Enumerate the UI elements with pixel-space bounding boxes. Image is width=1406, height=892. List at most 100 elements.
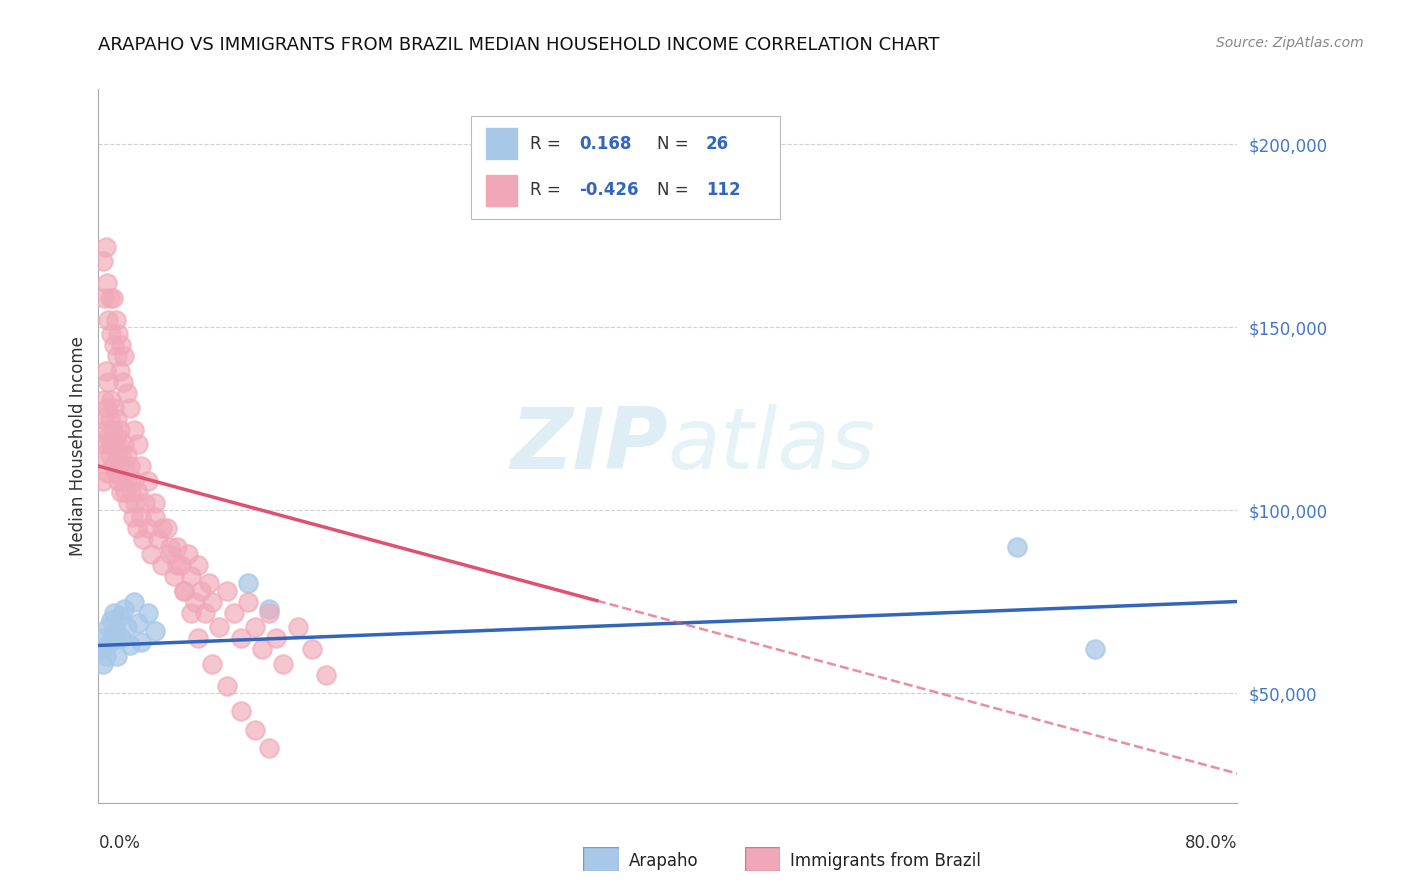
Point <box>222 606 245 620</box>
Point <box>259 606 281 620</box>
Point <box>118 401 141 415</box>
Point <box>110 631 132 645</box>
Point <box>103 606 125 620</box>
Point <box>96 401 118 415</box>
Point <box>110 484 132 499</box>
Point <box>98 448 121 462</box>
Point <box>94 649 117 664</box>
Point <box>97 375 120 389</box>
Point <box>108 423 131 437</box>
Y-axis label: Median Household Income: Median Household Income <box>69 336 87 556</box>
Point <box>91 254 114 268</box>
Point <box>152 558 174 572</box>
Point <box>105 448 128 462</box>
Point <box>198 576 221 591</box>
Text: N =: N = <box>657 136 688 153</box>
Text: Arapaho: Arapaho <box>628 852 699 870</box>
Point <box>127 484 149 499</box>
Point <box>125 521 148 535</box>
Point <box>93 393 115 408</box>
Point <box>104 430 127 444</box>
Point <box>177 547 200 561</box>
Point <box>259 740 281 755</box>
Point <box>115 474 138 488</box>
Point <box>301 642 323 657</box>
Point <box>105 649 128 664</box>
Point <box>93 291 115 305</box>
Point <box>100 327 122 342</box>
Point <box>129 634 152 648</box>
Point <box>184 594 207 608</box>
Point <box>166 540 188 554</box>
Point <box>97 312 120 326</box>
Point <box>190 583 212 598</box>
Text: Immigrants from Brazil: Immigrants from Brazil <box>790 852 981 870</box>
Point <box>100 613 122 627</box>
Point <box>111 375 134 389</box>
Point <box>108 609 131 624</box>
Point <box>93 437 115 451</box>
Point <box>107 474 129 488</box>
Point <box>105 411 128 425</box>
Point <box>118 639 141 653</box>
Point <box>104 312 127 326</box>
Point <box>215 583 238 598</box>
Point <box>148 533 170 547</box>
Point <box>112 437 135 451</box>
Point <box>229 704 252 718</box>
Point <box>201 594 224 608</box>
Text: ARAPAHO VS IMMIGRANTS FROM BRAZIL MEDIAN HOUSEHOLD INCOME CORRELATION CHART: ARAPAHO VS IMMIGRANTS FROM BRAZIL MEDIAN… <box>98 36 939 54</box>
Point <box>100 393 122 408</box>
Point <box>122 423 145 437</box>
Point <box>115 448 138 462</box>
Point <box>243 620 266 634</box>
Point <box>115 620 138 634</box>
Point <box>111 474 134 488</box>
Point <box>250 642 273 657</box>
Point <box>98 634 121 648</box>
Point <box>108 364 131 378</box>
Point <box>136 606 159 620</box>
Point <box>94 423 117 437</box>
Point <box>117 496 139 510</box>
Point <box>131 533 153 547</box>
Point <box>236 576 259 591</box>
Point <box>287 620 309 634</box>
Point <box>127 616 149 631</box>
Point <box>187 558 209 572</box>
Point <box>129 459 152 474</box>
Point <box>118 459 141 474</box>
Point <box>163 569 186 583</box>
Point <box>110 448 132 462</box>
Point <box>107 437 129 451</box>
Point <box>145 624 167 638</box>
Point <box>134 496 156 510</box>
Point <box>156 521 179 535</box>
Point <box>145 510 167 524</box>
Point <box>243 723 266 737</box>
FancyBboxPatch shape <box>471 116 780 219</box>
Point <box>91 411 114 425</box>
Point <box>94 364 117 378</box>
Text: R =: R = <box>530 181 561 199</box>
Point <box>108 459 131 474</box>
Point <box>101 627 124 641</box>
Point <box>121 510 143 524</box>
Point <box>315 667 337 681</box>
Point <box>91 657 114 671</box>
Point <box>104 624 127 638</box>
Point <box>139 547 162 561</box>
Point <box>97 620 120 634</box>
Point <box>266 631 288 645</box>
Point <box>112 602 135 616</box>
Point <box>159 547 181 561</box>
Text: 0.168: 0.168 <box>579 136 631 153</box>
Point <box>122 474 145 488</box>
Point <box>97 430 120 444</box>
Point <box>94 239 117 253</box>
Point <box>122 594 145 608</box>
Point <box>91 474 114 488</box>
Point <box>105 349 128 363</box>
Point <box>114 484 136 499</box>
Point <box>120 484 142 499</box>
